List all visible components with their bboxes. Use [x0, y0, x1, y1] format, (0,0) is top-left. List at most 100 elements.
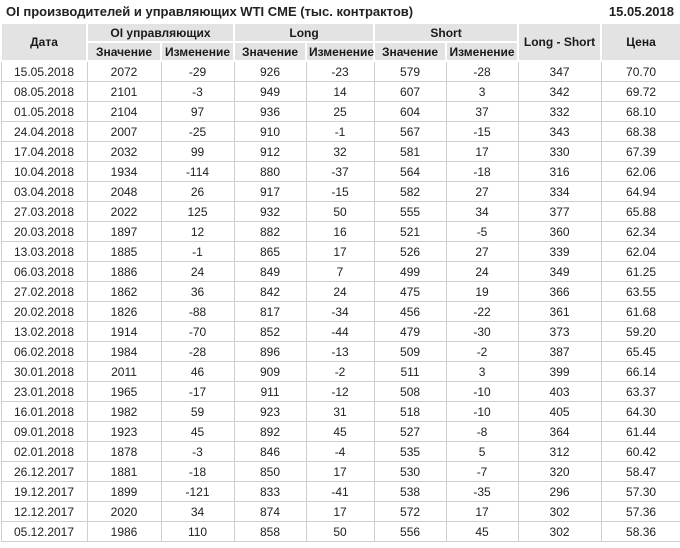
header-short-value: Значение [373, 41, 448, 62]
long-change-cell: -23 [305, 60, 375, 82]
short-value-cell: 499 [373, 261, 447, 282]
oi-change-cell: -70 [160, 321, 235, 342]
oi-value-cell: 1826 [86, 301, 162, 322]
oi-change-cell: 12 [160, 221, 235, 242]
long-value-cell: 865 [233, 241, 307, 262]
oi-value-cell: 1986 [86, 521, 162, 542]
date-cell: 15.05.2018 [0, 60, 88, 82]
long-change-cell: 24 [305, 281, 375, 302]
short-value-cell: 527 [373, 421, 447, 442]
long-change-cell: -13 [305, 341, 375, 362]
long-change-cell: 25 [305, 101, 375, 122]
short-value-cell: 582 [373, 181, 447, 202]
short-value-cell: 579 [373, 60, 447, 82]
price-cell: 62.06 [600, 161, 680, 182]
header-long-value: Значение [233, 41, 308, 62]
table-row: 20.02.2018 1826 -88 817 -34 456 -22 361 61.68 [0, 301, 680, 322]
oi-value-cell: 1984 [86, 341, 162, 362]
long-short-cell: 343 [517, 121, 602, 142]
table-row: 27.03.2018 2022 125 932 50 555 34 377 65.88 [0, 201, 680, 222]
table-row: 20.03.2018 1897 12 882 16 521 -5 360 62.34 [0, 221, 680, 242]
oi-change-cell: 46 [160, 361, 235, 382]
long-change-cell: -37 [305, 161, 375, 182]
long-change-cell: 45 [305, 421, 375, 442]
long-change-cell: 7 [305, 261, 375, 282]
long-short-cell: 312 [517, 441, 602, 462]
oi-value-cell: 2022 [86, 201, 162, 222]
short-value-cell: 456 [373, 301, 447, 322]
header-oi-value: Значение [86, 41, 162, 62]
short-value-cell: 604 [373, 101, 447, 122]
oi-value-cell: 1965 [86, 381, 162, 402]
header-oi-group: OI управляющих [85, 22, 236, 43]
long-short-cell: 316 [517, 161, 602, 182]
oi-change-cell: 125 [160, 201, 235, 222]
table-row: 19.12.2017 1899 -121 833 -41 538 -35 296 57.30 [0, 481, 680, 502]
table-row: 01.05.2018 2104 97 936 25 604 37 332 68.10 [0, 101, 680, 122]
price-cell: 58.47 [600, 461, 680, 482]
long-change-cell: 31 [305, 401, 375, 422]
oi-change-cell: -28 [160, 341, 235, 362]
price-cell: 60.42 [600, 441, 680, 462]
oi-value-cell: 1897 [86, 221, 162, 242]
long-change-cell: 16 [305, 221, 375, 242]
short-value-cell: 526 [373, 241, 447, 262]
price-cell: 61.25 [600, 261, 680, 282]
oi-change-cell: -1 [160, 241, 235, 262]
oi-change-cell: 45 [160, 421, 235, 442]
long-short-cell: 332 [517, 101, 602, 122]
short-change-cell: 34 [445, 201, 519, 222]
long-short-cell: 330 [517, 141, 602, 162]
oi-value-cell: 1899 [86, 481, 162, 502]
short-change-cell: -10 [445, 381, 519, 402]
oi-change-cell: -3 [160, 81, 235, 102]
long-value-cell: 949 [233, 81, 307, 102]
oi-value-cell: 2032 [86, 141, 162, 162]
long-change-cell: -2 [305, 361, 375, 382]
date-cell: 09.01.2018 [0, 421, 88, 442]
short-change-cell: -15 [445, 121, 519, 142]
long-value-cell: 858 [233, 521, 307, 542]
price-cell: 69.72 [600, 81, 680, 102]
short-change-cell: 27 [445, 181, 519, 202]
oi-change-cell: 99 [160, 141, 235, 162]
header-date: Дата [0, 22, 88, 62]
short-change-cell: -5 [445, 221, 519, 242]
price-cell: 62.04 [600, 241, 680, 262]
long-change-cell: 14 [305, 81, 375, 102]
long-change-cell: -1 [305, 121, 375, 142]
short-change-cell: -28 [445, 60, 519, 82]
table-row: 13.02.2018 1914 -70 852 -44 479 -30 373 59.20 [0, 321, 680, 342]
date-cell: 10.04.2018 [0, 161, 88, 182]
long-short-cell: 377 [517, 201, 602, 222]
header-short-group: Short [373, 22, 520, 43]
price-cell: 66.14 [600, 361, 680, 382]
short-change-cell: 24 [445, 261, 519, 282]
oi-change-cell: -18 [160, 461, 235, 482]
short-change-cell: -35 [445, 481, 519, 502]
short-value-cell: 518 [373, 401, 447, 422]
date-cell: 06.02.2018 [0, 341, 88, 362]
long-short-cell: 360 [517, 221, 602, 242]
long-short-cell: 399 [517, 361, 602, 382]
oi-value-cell: 2020 [86, 501, 162, 522]
long-short-cell: 347 [517, 60, 602, 82]
short-value-cell: 479 [373, 321, 447, 342]
date-cell: 08.05.2018 [0, 81, 88, 102]
long-value-cell: 936 [233, 101, 307, 122]
table-row: 10.04.2018 1934 -114 880 -37 564 -18 316 62.06 [0, 161, 680, 182]
date-cell: 12.12.2017 [0, 501, 88, 522]
short-value-cell: 572 [373, 501, 447, 522]
oi-value-cell: 2104 [86, 101, 162, 122]
short-value-cell: 564 [373, 161, 447, 182]
long-value-cell: 911 [233, 381, 307, 402]
table-row: 09.01.2018 1923 45 892 45 527 -8 364 61.44 [0, 421, 680, 442]
oi-change-cell: -29 [160, 60, 235, 82]
short-change-cell: -22 [445, 301, 519, 322]
short-change-cell: -18 [445, 161, 519, 182]
short-change-cell: -7 [445, 461, 519, 482]
oi-value-cell: 1862 [86, 281, 162, 302]
table-row: 16.01.2018 1982 59 923 31 518 -10 405 64.30 [0, 401, 680, 422]
long-value-cell: 912 [233, 141, 307, 162]
long-value-cell: 923 [233, 401, 307, 422]
